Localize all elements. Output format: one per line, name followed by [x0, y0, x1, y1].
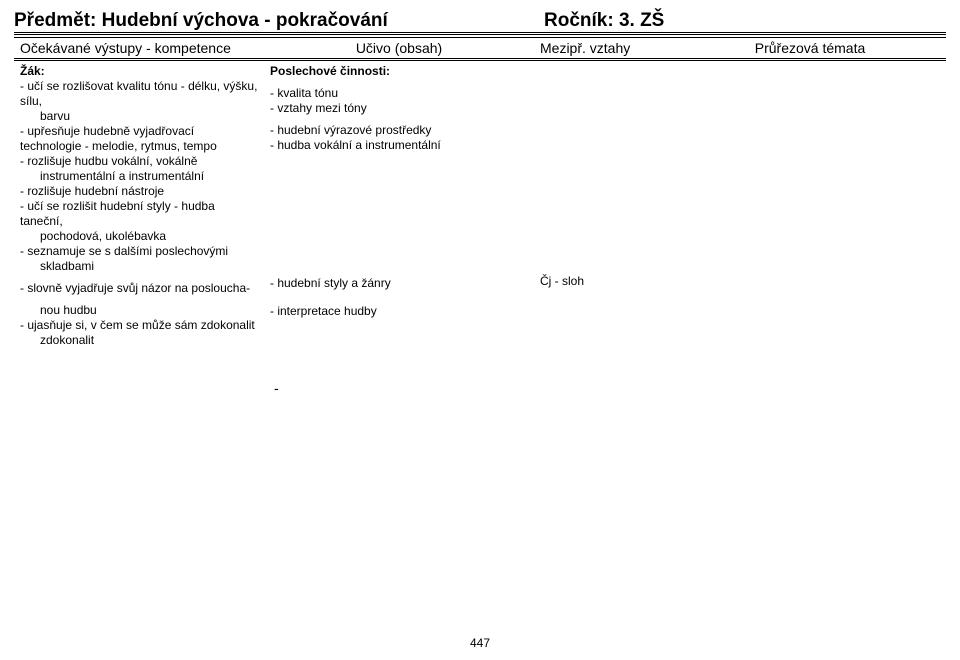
- c2-heading: Poslechové činnosti:: [270, 64, 528, 78]
- column-header-1: Očekávané výstupy - kompetence: [14, 38, 264, 58]
- column-header-4: Průřezová témata: [674, 38, 946, 58]
- c2-line: - hudební styly a žánry: [270, 276, 528, 290]
- c1-line: barvu: [20, 109, 258, 123]
- c1-line: - upřesňuje hudebně vyjadřovací: [20, 124, 258, 138]
- c1-line: pochodová, ukolébavka: [20, 229, 258, 243]
- c1-line: sílu,: [20, 94, 258, 108]
- page-number: 447: [0, 636, 960, 650]
- c1-line: zdokonalit: [20, 333, 258, 347]
- c3-line: Čj - sloh: [540, 274, 668, 288]
- column-header-2: Učivo (obsah): [264, 38, 534, 58]
- c1-line: - rozlišuje hudební nástroje: [20, 184, 258, 198]
- c2-line: - hudební výrazové prostředky: [270, 123, 528, 137]
- c2-line: - vztahy mezi tóny: [270, 101, 528, 115]
- c1-line: taneční,: [20, 214, 258, 228]
- subject-prefix: Předmět:: [14, 10, 102, 31]
- c1-line: instrumentální a instrumentální: [20, 169, 258, 183]
- column-header-3: Mezipř. vztahy: [534, 38, 674, 58]
- zak-label: Žák:: [20, 64, 258, 78]
- c1-line: - rozlišuje hudbu vokální, vokálně: [20, 154, 258, 168]
- c1-line: - učí se rozlišovat kvalitu tónu - délku…: [20, 79, 258, 93]
- c1-line: - seznamuje se s dalšími poslechovými: [20, 244, 258, 258]
- grade-value: 3. ZŠ: [619, 10, 664, 31]
- c1-line: - slovně vyjadřuje svůj názor na poslouc…: [20, 281, 258, 295]
- c2-line: - interpretace hudby: [270, 304, 528, 318]
- grade-prefix: Ročník:: [544, 10, 619, 31]
- c1-line: nou hudbu: [20, 303, 258, 317]
- c1-line: skladbami: [20, 259, 258, 273]
- subject-value: Hudební výchova - pokračování: [102, 10, 388, 31]
- c1-line: technologie - melodie, rytmus, tempo: [20, 139, 258, 153]
- c1-line: - ujasňuje si, v čem se může sám zdokona…: [20, 318, 258, 332]
- c2-line: - kvalita tónu: [270, 86, 528, 100]
- c2-line: - hudba vokální a instrumentální: [270, 138, 528, 152]
- c1-line: - učí se rozlišit hudební styly - hudba: [20, 199, 258, 213]
- stray-dash: -: [14, 380, 946, 396]
